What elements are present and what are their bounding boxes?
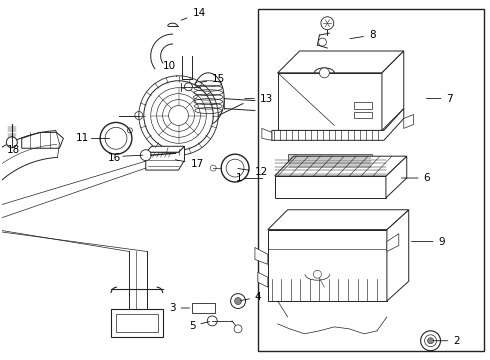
Text: 12: 12 [238,167,268,177]
Circle shape [184,83,193,91]
Text: 7: 7 [426,94,453,104]
Text: 14: 14 [181,8,206,20]
Polygon shape [387,234,399,251]
Polygon shape [275,156,407,176]
Polygon shape [255,247,268,264]
Bar [268,230,387,301]
Circle shape [100,122,132,154]
Polygon shape [146,146,184,152]
Circle shape [321,17,334,30]
Bar [354,112,372,118]
Circle shape [314,270,321,278]
Circle shape [428,338,434,344]
Bar [111,309,163,337]
Text: 18: 18 [7,145,20,155]
Text: 8: 8 [350,30,376,40]
Text: 13: 13 [245,94,273,104]
Text: 4: 4 [241,292,262,302]
Polygon shape [193,303,215,313]
Circle shape [221,154,249,182]
Polygon shape [387,210,409,301]
Text: 16: 16 [108,153,121,163]
Circle shape [144,81,213,150]
Circle shape [319,68,329,78]
Circle shape [207,316,217,326]
Polygon shape [272,109,404,140]
Polygon shape [22,132,63,148]
Circle shape [210,165,216,171]
Circle shape [318,38,326,46]
Polygon shape [382,51,404,130]
Text: 3: 3 [169,303,190,313]
Polygon shape [262,129,272,140]
Text: 15: 15 [201,74,225,84]
Text: 11: 11 [76,133,89,143]
Polygon shape [404,114,414,129]
Text: 1: 1 [235,173,242,183]
Polygon shape [146,146,184,170]
Polygon shape [258,272,268,287]
Text: 10: 10 [163,61,177,77]
Text: 5: 5 [189,321,210,331]
Bar [258,9,484,351]
Polygon shape [268,210,409,230]
Circle shape [235,298,242,305]
Circle shape [234,325,242,333]
Bar [116,314,158,332]
Bar [354,102,372,109]
Text: 6: 6 [402,173,430,183]
Circle shape [140,150,151,161]
Bar [278,73,382,130]
Bar [275,176,386,198]
Text: 9: 9 [412,237,445,247]
Circle shape [425,335,437,347]
Circle shape [226,159,244,177]
Polygon shape [278,51,404,73]
Text: 2: 2 [433,336,460,346]
Circle shape [6,137,17,148]
Text: 17: 17 [175,159,204,169]
Circle shape [420,331,441,351]
Circle shape [105,127,127,149]
Polygon shape [386,156,407,198]
Bar [288,154,372,168]
Circle shape [231,294,245,309]
